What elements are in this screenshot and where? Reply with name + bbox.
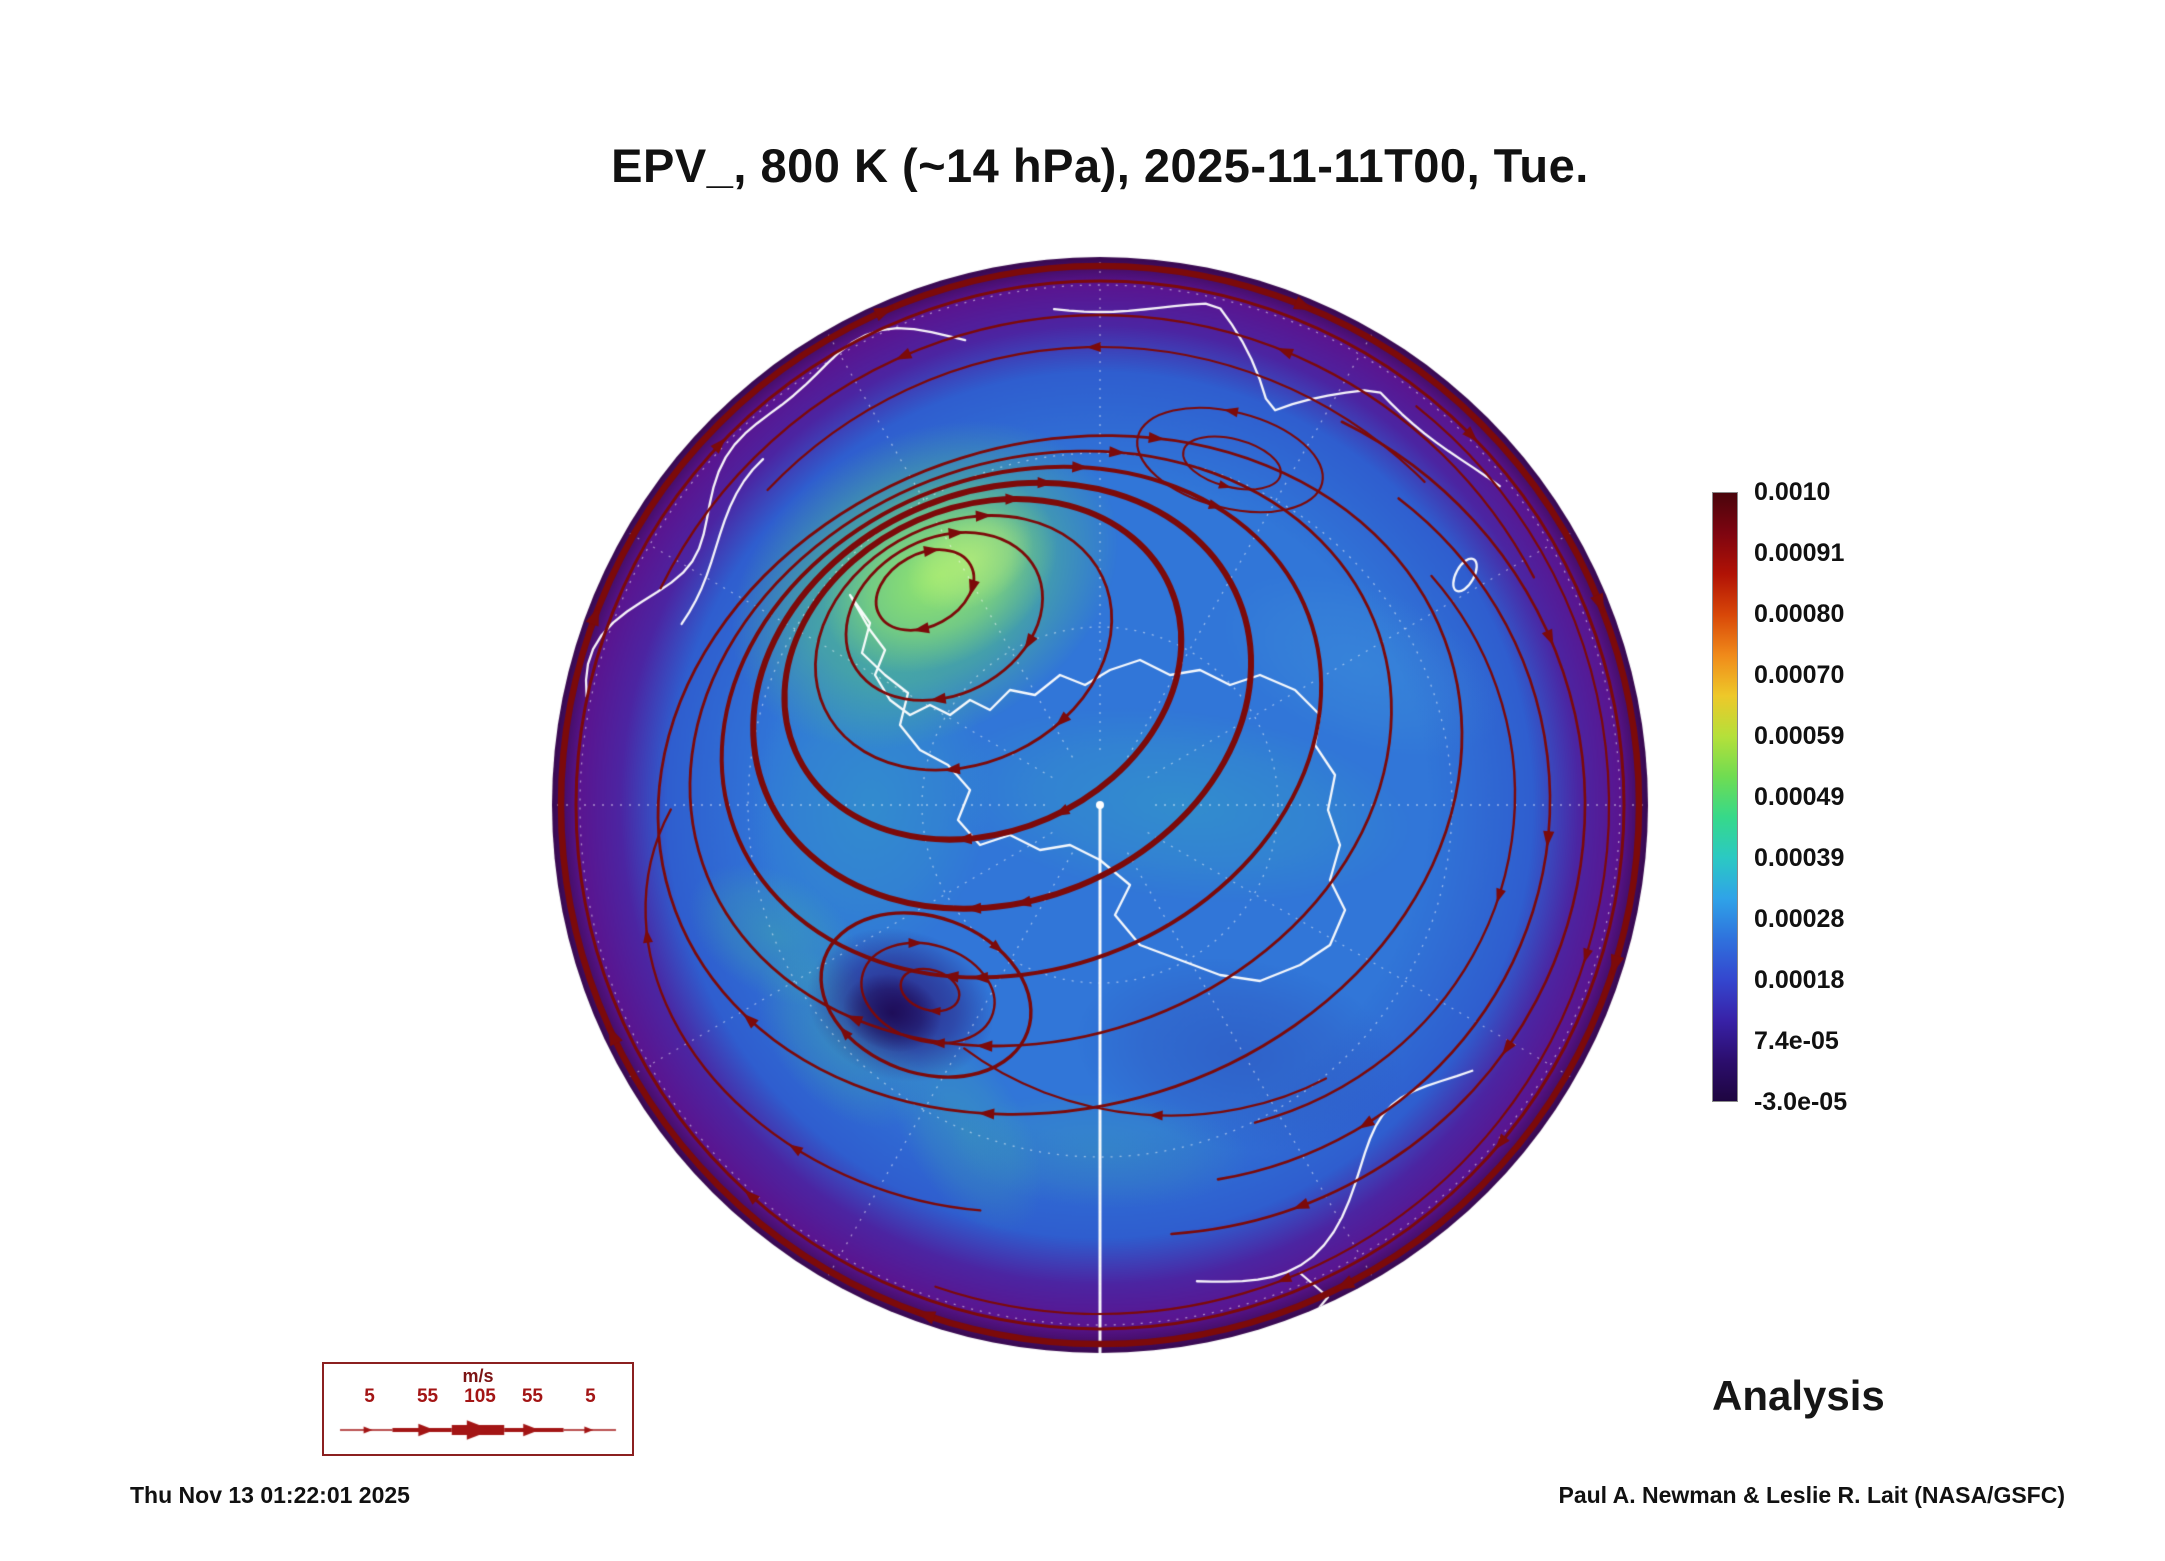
colorbar-tick-label: -3.0e-05 xyxy=(1754,1088,1848,1116)
wind-speed-label: 105 xyxy=(464,1386,496,1407)
colorbar-tick-label: 0.0010 xyxy=(1754,478,1831,506)
wind-speed-label: 55 xyxy=(416,1386,439,1407)
analysis-label: Analysis xyxy=(1712,1372,1885,1419)
colorbar: 0.0010 0.00091 0.00080 0.00070 0.00059 0.0004… xyxy=(1712,478,1932,1116)
colorbar-tick-label: 0.00039 xyxy=(1754,844,1845,872)
colorbar-tick-labels: 0.0010 0.00091 0.00080 0.00070 0.00059 0.0004… xyxy=(1754,478,1924,1116)
credit-line: Paul A. Newman & Leslie R. Lait (NASA/GS… xyxy=(1558,1482,2065,1508)
wind-units-label: m/s xyxy=(462,1366,494,1386)
polar-epv-map xyxy=(540,245,1660,1365)
colorbar-tick-label: 7.4e-05 xyxy=(1754,1027,1839,1055)
colorbar-tick-label: 0.00018 xyxy=(1754,966,1845,994)
colorbar-tick-label: 0.00070 xyxy=(1754,661,1845,689)
colorbar-tick-label: 0.00080 xyxy=(1754,600,1845,628)
wind-speed-label: 5 xyxy=(364,1386,375,1407)
colorbar-tick-label: 0.00091 xyxy=(1754,539,1845,567)
colorbar-tick-label: 0.00049 xyxy=(1754,783,1845,811)
wind-speed-label: 5 xyxy=(585,1386,596,1407)
wind-speed-legend: m/s 5 55 105 55 5 xyxy=(322,1362,634,1456)
colorbar-tick-label: 0.00059 xyxy=(1754,722,1845,750)
wind-speed-labels: 5 55 105 55 5 xyxy=(338,1386,622,1410)
generation-timestamp: Thu Nov 13 01:22:01 2025 xyxy=(130,1482,410,1508)
wind-speed-arrow-scale xyxy=(336,1414,620,1448)
wind-speed-label: 55 xyxy=(521,1386,544,1407)
colorbar-gradient xyxy=(1712,492,1738,1102)
page-title: EPV_, 800 K (~14 hPa), 2025-11-11T00, Tu… xyxy=(611,139,1589,192)
colorbar-tick-label: 0.00028 xyxy=(1754,905,1845,933)
